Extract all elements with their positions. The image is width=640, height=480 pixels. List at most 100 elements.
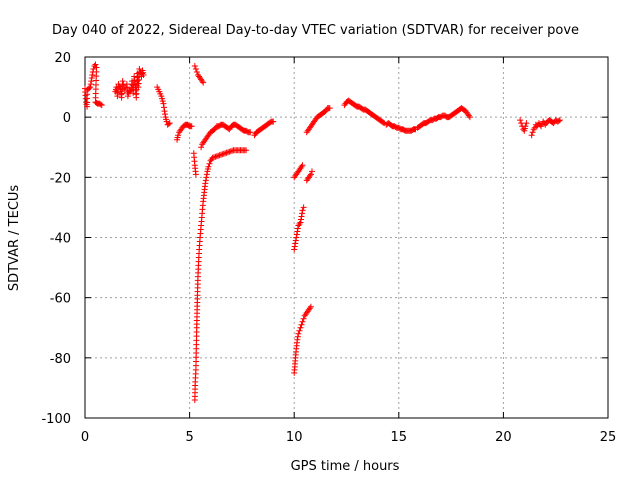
data-point [296,327,303,334]
data-point [297,324,304,331]
data-point [300,204,307,211]
data-point [86,85,93,92]
data-point [518,120,525,127]
data-point [529,129,536,136]
data-point [555,117,562,124]
data-point [299,210,306,217]
data-point [292,240,299,247]
data-point [202,180,209,187]
data-point [165,120,172,127]
data-point [294,333,301,340]
data-point [294,336,301,343]
data-point [213,153,220,160]
data-points [82,61,563,403]
data-point [216,152,223,159]
data-point [140,72,147,79]
data-point [294,228,301,235]
data-point [517,117,524,124]
data-point [299,318,306,325]
data-point [326,105,333,112]
y-tick-label: -20 [50,171,71,186]
data-point [90,66,97,73]
data-point [292,237,299,244]
data-point [202,177,209,184]
axis-ticks [84,56,609,419]
data-point [217,151,224,158]
y-tick-label: 20 [54,51,71,66]
data-point [291,243,298,250]
data-point [295,330,302,337]
data-point [528,132,535,139]
data-point [211,154,218,161]
tick-labels: 0 5 10 15 20 25 -100 -80 -60 -40 -20 0 20 [41,51,616,445]
data-point [298,213,305,220]
chart-title: Day 040 of 2022, Sidereal Day-to-day VTE… [52,23,579,38]
data-point [223,149,230,156]
data-point [97,101,104,108]
data-point [193,69,200,76]
data-point [308,168,315,175]
data-point [200,79,207,86]
data-point [88,78,95,85]
x-tick-label: 15 [391,430,408,445]
data-point [87,84,94,91]
data-point [215,152,222,159]
y-tick-label: -60 [50,292,71,307]
data-point [122,84,129,91]
data-point [198,144,205,151]
data-point [209,154,216,161]
data-point [299,162,306,169]
y-tick-label: -80 [50,352,71,367]
data-point [212,153,219,160]
data-point [294,225,301,232]
data-point [191,63,198,70]
data-point [205,163,212,170]
data-point [307,171,314,178]
x-tick-label: 20 [495,430,512,445]
data-point [160,104,167,111]
data-point [224,149,231,156]
data-point [293,231,300,238]
x-axis-label: GPS time / hours [291,459,400,474]
data-point [222,150,229,157]
data-point [270,118,277,125]
data-point [203,171,210,178]
data-point [466,114,473,121]
data-point [87,81,94,88]
data-point [98,102,105,109]
data-point [307,303,314,310]
data-point [158,93,165,100]
data-point [119,78,126,85]
x-tick-label: 0 [81,430,89,445]
data-point [206,160,213,167]
x-tick-label: 5 [185,430,193,445]
data-point [299,207,306,214]
x-tick-label: 10 [286,430,303,445]
data-point [556,117,563,124]
data-point [92,61,99,68]
y-tick-label: -100 [41,412,71,427]
data-point [226,148,233,155]
data-point [219,151,226,158]
data-point [227,148,234,155]
data-point [188,123,195,130]
data-point [291,246,298,253]
data-point [523,120,530,127]
data-point [220,150,227,157]
data-point [229,147,236,154]
y-tick-label: -40 [50,232,71,247]
data-point [159,98,166,105]
x-tick-label: 25 [600,430,617,445]
data-point [89,72,96,79]
data-point [243,147,250,154]
data-point [297,216,304,223]
y-axis-label: SDTVAR / TECUs [7,185,22,292]
data-point [203,174,210,181]
data-point [247,129,254,136]
data-point [136,66,143,73]
data-point [88,75,95,82]
data-point [293,234,300,241]
data-point [162,111,169,118]
